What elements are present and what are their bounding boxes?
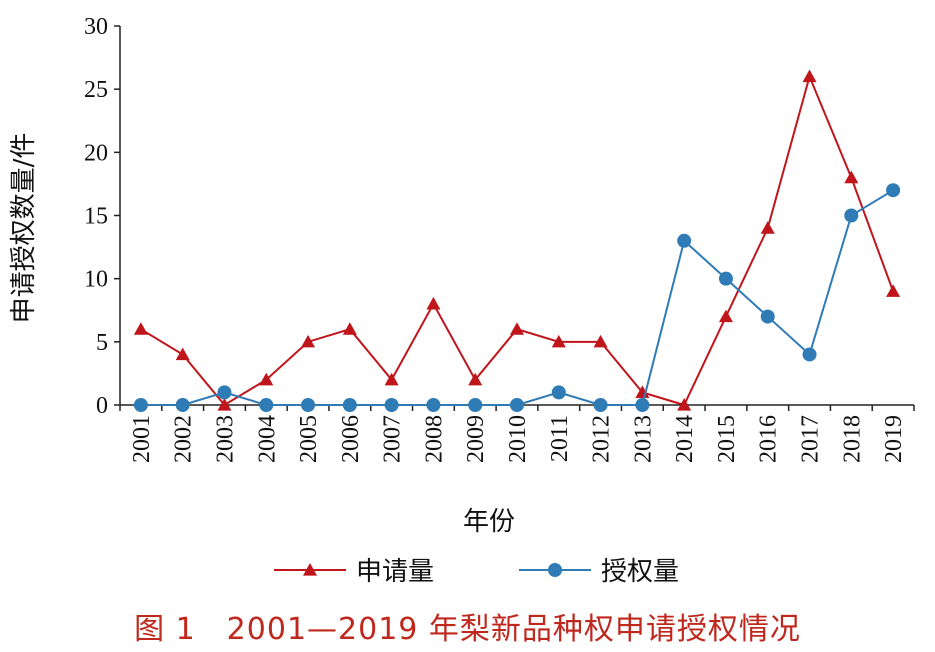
figure-caption: 图 1 2001—2019 年梨新品种权申请授权情况 [134,612,801,647]
data-point [802,347,817,362]
x-tick-label: 2007 [380,415,406,463]
y-tick-label: 0 [96,393,108,419]
data-point [844,208,859,223]
data-point [760,309,775,324]
data-point [384,398,399,412]
data-point [635,398,650,412]
x-tick-label: 2016 [756,415,782,463]
y-tick-label: 30 [84,14,108,40]
x-tick-label: 2002 [171,415,197,463]
x-tick-label: 2004 [254,415,280,463]
data-point [217,398,232,411]
data-point [593,334,608,348]
series-layer [133,69,901,412]
x-axis: 2001 2002 2003 2004 2005 2006 2007 2008 2009 2010… [119,404,915,463]
y-tick-label: 20 [84,140,108,166]
data-point [342,322,357,335]
legend-marker [303,563,317,576]
x-tick-label: 2018 [839,415,865,463]
y-tick-label: 15 [84,204,108,230]
data-point [718,271,733,286]
data-point [468,372,483,386]
series-2 [133,183,901,412]
x-tick-label: 2013 [630,415,656,463]
data-point [886,284,901,297]
data-point [259,398,274,412]
data-point [510,322,524,335]
y-tick-label: 25 [84,77,108,103]
data-point [760,221,775,234]
data-point [718,309,733,323]
data-point [342,398,357,412]
data-point [677,233,692,248]
x-tick-label: 2014 [672,415,698,463]
data-point [593,398,608,412]
x-tick-label: 2001 [129,415,155,463]
data-point [426,296,441,310]
y-axis-title: 申请授权数量/件 [9,133,39,324]
data-point [510,398,524,412]
data-point [384,372,399,386]
series-line [140,189,894,406]
series-1 [133,69,901,411]
legend-item: 申请量 [274,557,434,587]
x-tick-label: 2011 [547,415,573,462]
data-point [886,183,901,198]
legend-label: 授权量 [601,557,679,587]
series-line [140,73,895,407]
x-tick-label: 2006 [338,415,364,463]
legend: 申请量 授权量 [274,557,679,587]
data-point [301,398,316,412]
data-point [259,372,274,386]
legend-label: 申请量 [356,557,434,587]
data-point [175,398,190,412]
x-tick-label: 2012 [589,415,615,463]
data-point [217,385,232,400]
data-point [133,322,148,335]
y-axis: 0 5 10 15 20 25 30 [84,14,121,419]
legend-item: 授权量 [519,557,679,587]
x-tick-label: 2010 [505,415,531,463]
y-tick-label: 10 [84,267,108,293]
data-point [551,334,566,348]
x-tick-label: 2017 [798,415,824,463]
data-point [802,69,817,83]
x-tick-label: 2019 [881,415,907,463]
data-point [844,170,859,184]
data-point [677,398,692,411]
x-tick-label: 2005 [296,415,322,463]
data-point [301,334,316,348]
data-point [426,398,441,412]
data-point [175,347,190,361]
x-tick-label: 2015 [714,415,740,463]
x-tick-label: 2008 [421,415,447,463]
legend-marker [548,563,562,577]
x-axis-title: 年份 [463,507,515,537]
data-point [133,398,148,412]
y-tick-label: 5 [96,330,108,356]
data-point [468,398,483,412]
x-tick-label: 2009 [463,415,489,463]
data-point [551,385,566,400]
x-tick-label: 2003 [212,415,238,463]
